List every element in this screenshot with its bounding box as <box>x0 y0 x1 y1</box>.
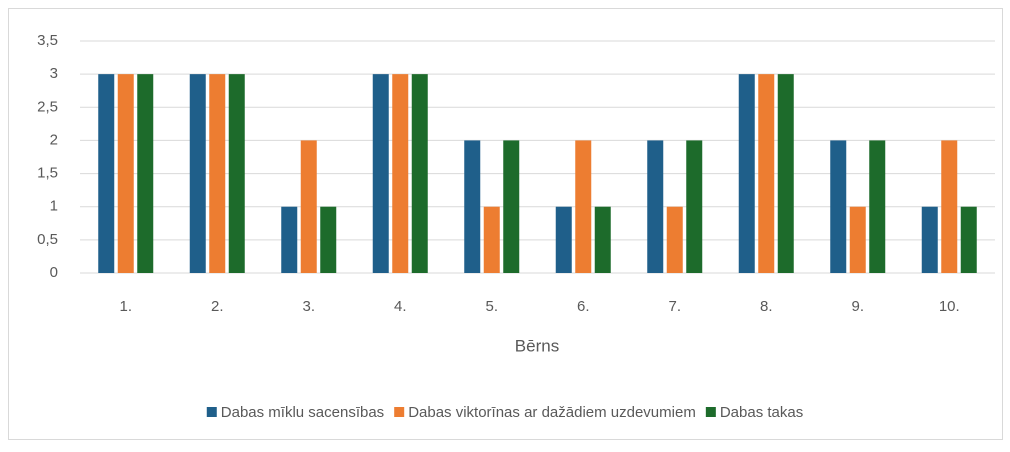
bar <box>137 74 154 274</box>
legend-label: Dabas takas <box>720 404 803 421</box>
x-tick-label: 10. <box>939 298 960 315</box>
y-tick-label: 0,5 <box>37 231 58 248</box>
legend-swatch <box>206 407 217 417</box>
x-tick-label: 6. <box>577 298 590 315</box>
bar <box>647 140 664 273</box>
y-tick-label: 1 <box>50 198 58 215</box>
bar <box>98 74 115 274</box>
y-tick-label: 2,5 <box>37 98 58 115</box>
bar <box>464 140 481 273</box>
legend-label: Dabas mīklu sacensības <box>221 404 384 421</box>
x-axis-title: Bērns <box>515 336 559 355</box>
x-tick-label: 4. <box>394 298 407 315</box>
bar <box>300 140 317 273</box>
bar <box>960 206 977 273</box>
bar <box>849 206 866 273</box>
bar <box>372 74 389 274</box>
bar <box>555 206 572 273</box>
bar <box>503 140 520 273</box>
bar <box>758 74 775 274</box>
x-tick-label: 8. <box>760 298 773 315</box>
y-tick-label: 1,5 <box>37 165 58 182</box>
bar <box>738 74 755 274</box>
bar <box>575 140 592 273</box>
bar <box>392 74 409 274</box>
y-tick-label: 2 <box>50 131 58 148</box>
legend-swatch <box>705 407 716 417</box>
bar <box>941 140 958 273</box>
bar <box>869 140 886 273</box>
x-tick-label: 5. <box>485 298 498 315</box>
legend-label: Dabas viktorīnas ar dažādiem uzdevumiem <box>408 404 696 421</box>
x-tick-label: 7. <box>668 298 681 315</box>
bar <box>411 74 428 274</box>
bar <box>686 140 703 273</box>
bar <box>209 74 226 274</box>
y-tick-label: 3 <box>50 65 58 82</box>
bar <box>830 140 847 273</box>
x-tick-label: 1. <box>119 298 132 315</box>
bar <box>921 206 938 273</box>
y-tick-label: 3,5 <box>37 32 58 49</box>
legend-swatch <box>394 407 405 417</box>
bar <box>320 206 337 273</box>
bar <box>281 206 298 273</box>
bar <box>666 206 683 273</box>
bar <box>189 74 206 274</box>
y-tick-label: 0 <box>50 264 58 281</box>
bar <box>777 74 794 274</box>
x-tick-label: 3. <box>302 298 315 315</box>
bar <box>594 206 611 273</box>
bar <box>228 74 245 274</box>
x-tick-label: 2. <box>211 298 224 315</box>
x-tick-label: 9. <box>851 298 864 315</box>
bar <box>483 206 500 273</box>
bar <box>117 74 134 274</box>
